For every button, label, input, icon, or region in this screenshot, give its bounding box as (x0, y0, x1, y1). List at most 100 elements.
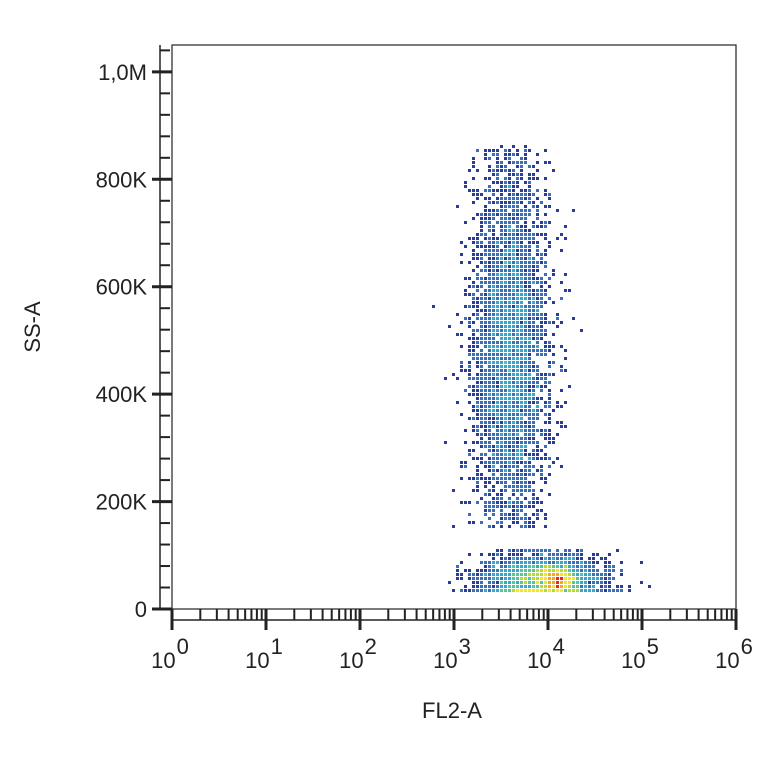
data-point (536, 377, 539, 380)
data-point (532, 573, 535, 576)
data-point (524, 373, 527, 376)
data-point (616, 585, 619, 588)
data-point (528, 473, 531, 476)
data-point (488, 425, 491, 428)
data-point (536, 249, 539, 252)
data-point (504, 477, 507, 480)
data-point (500, 437, 503, 440)
data-point (536, 309, 539, 312)
data-point (520, 493, 523, 496)
data-point (456, 377, 459, 380)
data-point (520, 349, 523, 352)
data-point (536, 265, 539, 268)
data-point (528, 441, 531, 444)
data-point (536, 373, 539, 376)
data-point (596, 573, 599, 576)
data-point (468, 373, 471, 376)
data-point (512, 501, 515, 504)
data-point (516, 517, 519, 520)
data-point (492, 325, 495, 328)
data-point (492, 561, 495, 564)
data-point (484, 369, 487, 372)
data-point (484, 289, 487, 292)
data-point (496, 589, 499, 592)
data-point (500, 513, 503, 516)
data-point (520, 213, 523, 216)
data-point (536, 213, 539, 216)
data-point (544, 177, 547, 180)
data-point (488, 237, 491, 240)
data-point (520, 273, 523, 276)
data-point (536, 553, 539, 556)
data-point (492, 337, 495, 340)
data-point (596, 553, 599, 556)
data-point (520, 217, 523, 220)
data-point (492, 269, 495, 272)
data-point (496, 501, 499, 504)
data-point (516, 309, 519, 312)
data-point (516, 385, 519, 388)
data-point (520, 269, 523, 272)
data-point (508, 333, 511, 336)
data-point (480, 573, 483, 576)
data-point (500, 201, 503, 204)
data-point (492, 289, 495, 292)
data-point (524, 265, 527, 268)
data-point (484, 361, 487, 364)
data-point (464, 305, 467, 308)
data-point (508, 169, 511, 172)
data-point (648, 585, 651, 588)
data-point (516, 441, 519, 444)
data-point (544, 193, 547, 196)
data-point (492, 505, 495, 508)
data-point (480, 333, 483, 336)
data-point (540, 293, 543, 296)
data-point (520, 461, 523, 464)
data-point (480, 577, 483, 580)
data-point (508, 461, 511, 464)
data-point (540, 385, 543, 388)
data-point (548, 565, 551, 568)
data-point (512, 153, 515, 156)
data-point (512, 569, 515, 572)
data-point (488, 589, 491, 592)
data-point (524, 277, 527, 280)
data-point (548, 457, 551, 460)
data-point (496, 449, 499, 452)
data-point (532, 437, 535, 440)
data-point (540, 285, 543, 288)
data-point (508, 257, 511, 260)
data-point (488, 369, 491, 372)
data-point (620, 573, 623, 576)
data-point (504, 221, 507, 224)
data-point (480, 585, 483, 588)
data-point (556, 209, 559, 212)
data-point (528, 233, 531, 236)
data-point (500, 145, 503, 148)
data-point (528, 237, 531, 240)
data-point (492, 421, 495, 424)
data-point (532, 369, 535, 372)
data-point (564, 573, 567, 576)
data-point (612, 569, 615, 572)
data-point (464, 441, 467, 444)
data-point (536, 457, 539, 460)
plot-background (172, 45, 736, 609)
data-point (512, 365, 515, 368)
data-point (524, 461, 527, 464)
data-point (492, 513, 495, 516)
data-point (504, 257, 507, 260)
data-point (496, 441, 499, 444)
data-point (576, 585, 579, 588)
data-point (500, 441, 503, 444)
data-point (532, 305, 535, 308)
data-point (500, 589, 503, 592)
data-point (476, 409, 479, 412)
data-point (496, 285, 499, 288)
data-point (532, 581, 535, 584)
data-point (524, 409, 527, 412)
data-point (488, 341, 491, 344)
data-point (512, 465, 515, 468)
data-point (476, 317, 479, 320)
data-point (484, 385, 487, 388)
